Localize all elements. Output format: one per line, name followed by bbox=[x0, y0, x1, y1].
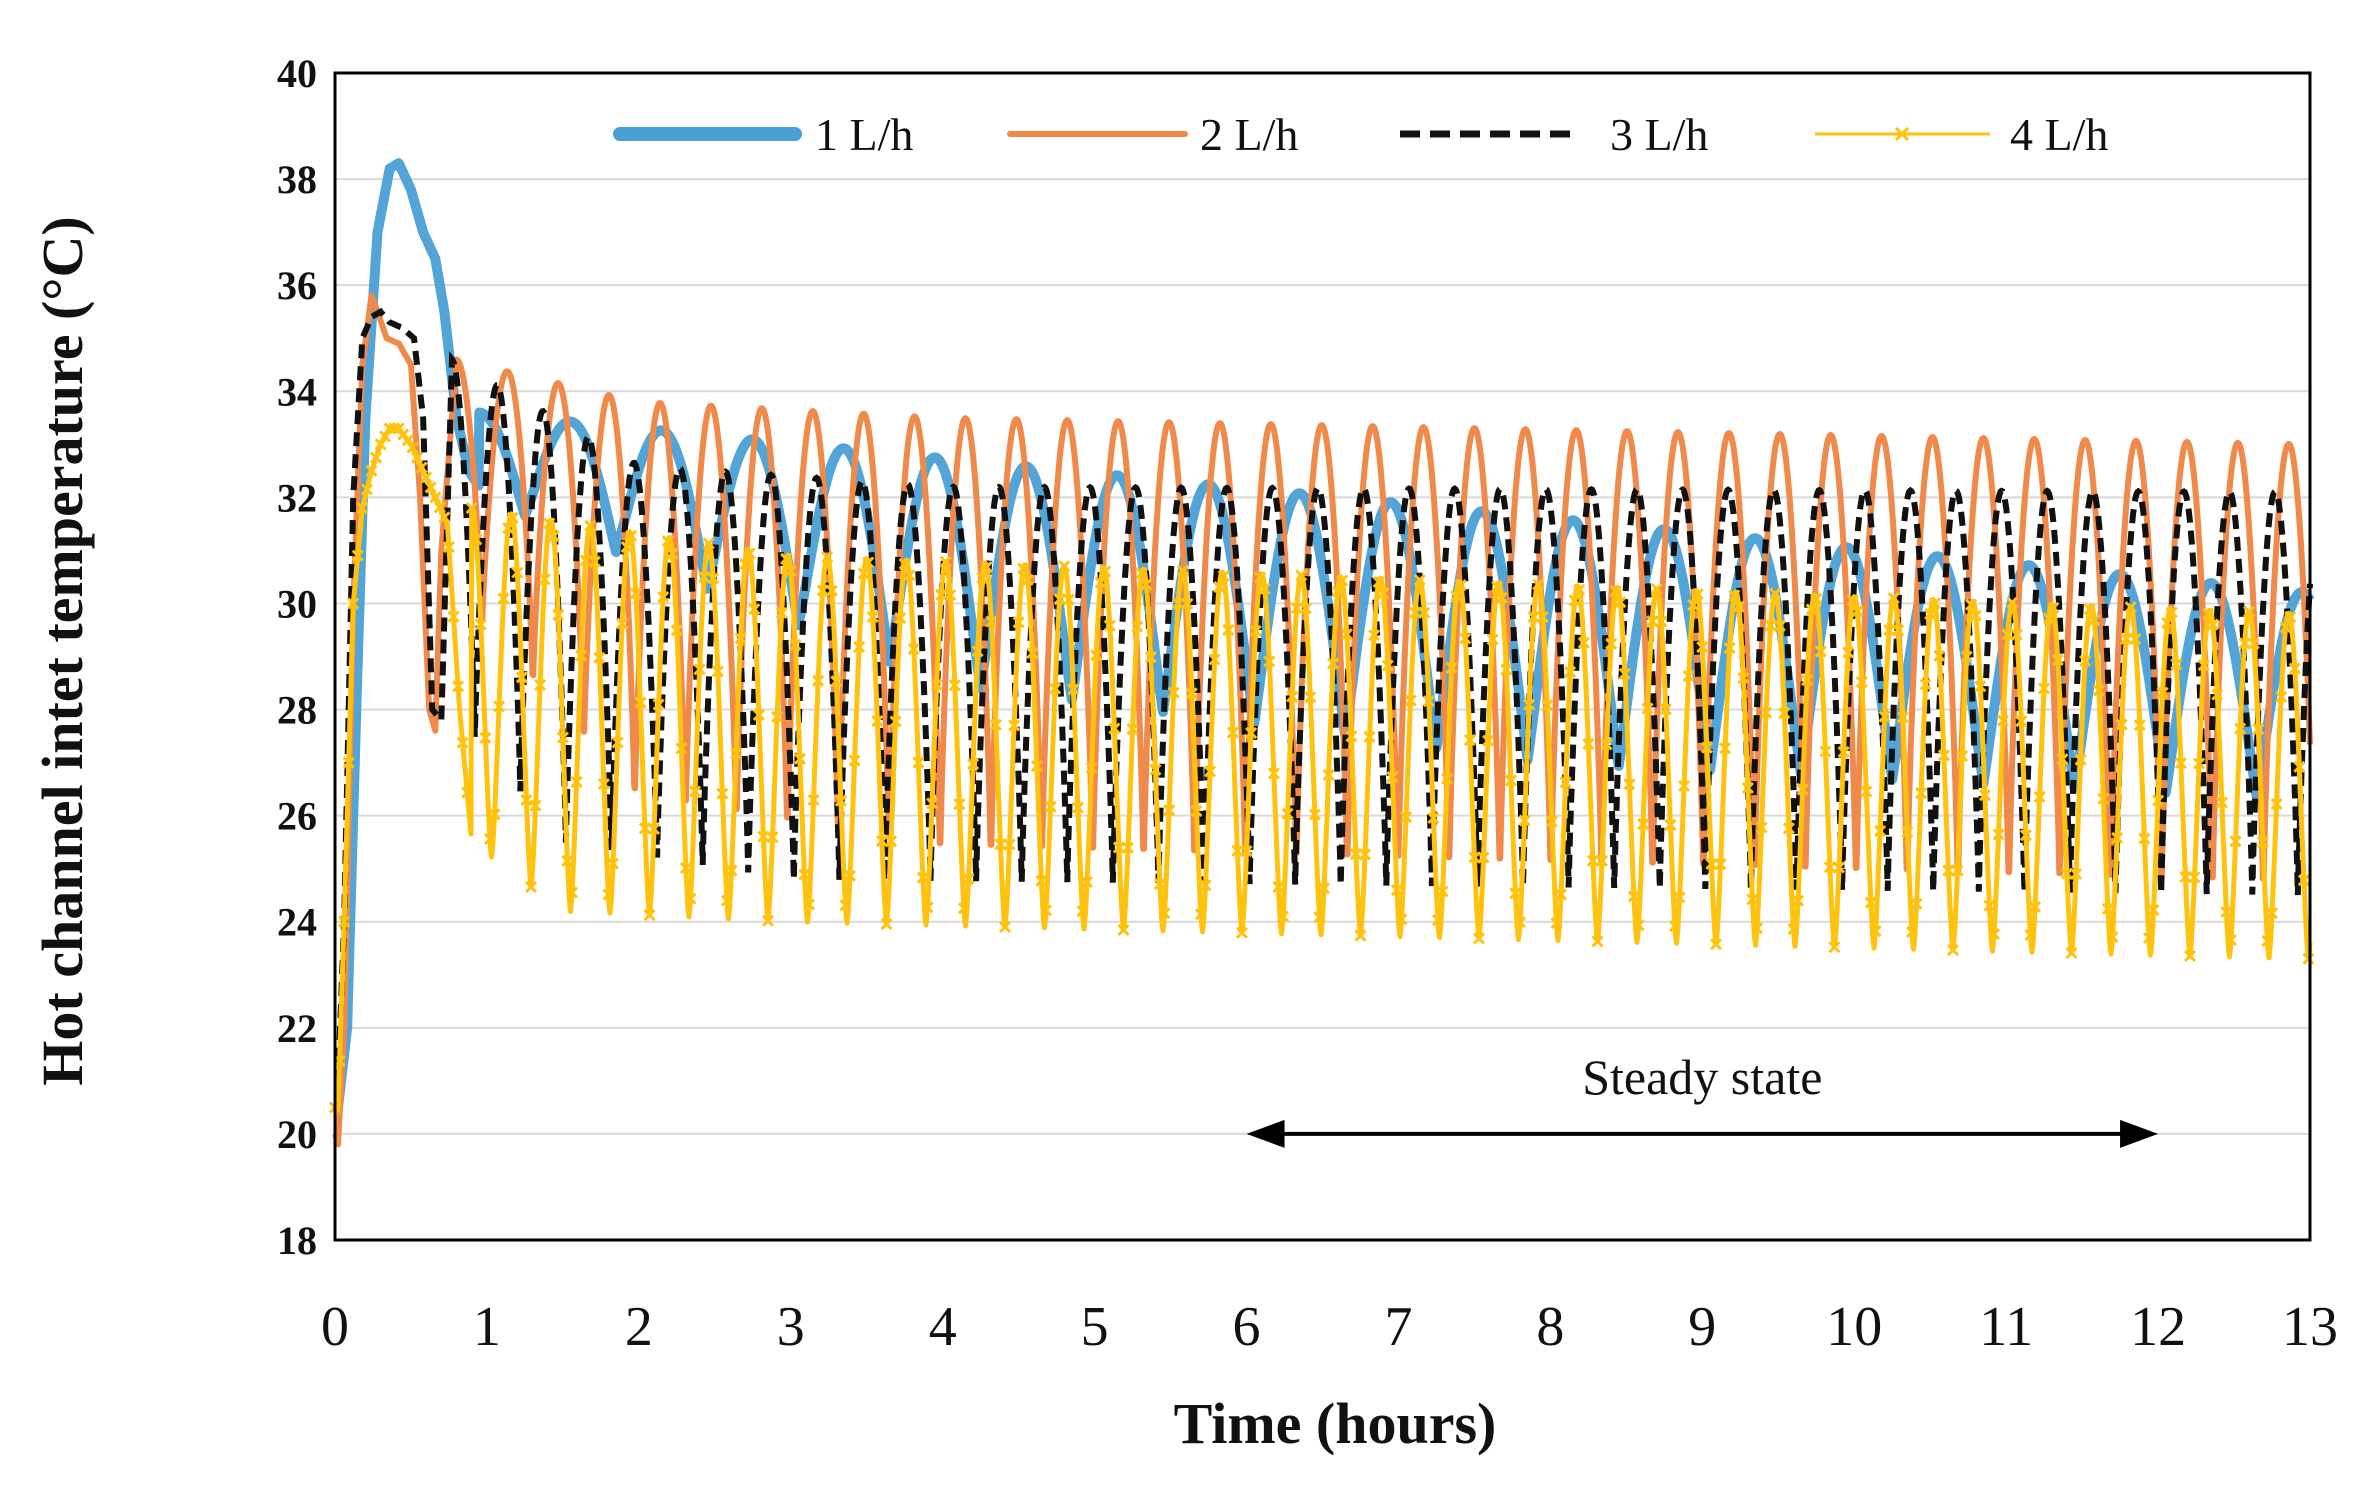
y-tick-32: 32 bbox=[277, 475, 317, 520]
x-tick-10: 10 bbox=[1826, 1296, 1882, 1358]
plot-frame bbox=[333, 71, 2312, 1242]
legend-swatch-4-lh bbox=[1815, 126, 1990, 142]
x-tick-8: 8 bbox=[1536, 1296, 1564, 1358]
series-line-3 bbox=[335, 307, 2313, 1084]
legend-label-3-lh: 3 L/h bbox=[1610, 109, 1708, 160]
y-tick-labels: 18 20 22 24 26 28 30 32 34 36 38 40 bbox=[277, 51, 317, 1263]
y-tick-18: 18 bbox=[277, 1218, 317, 1263]
x-tick-12: 12 bbox=[2130, 1296, 2186, 1358]
legend-label-1-lh: 1 L/h bbox=[815, 109, 913, 160]
y-axis-title: Hot channel intet temperature (°C) bbox=[30, 216, 95, 1085]
legend: 1 L/h 2 L/h 3 L/h 4 L/h bbox=[613, 109, 2108, 160]
series-layer bbox=[328, 158, 2315, 1148]
x-tick-3: 3 bbox=[777, 1296, 805, 1358]
x-tick-9: 9 bbox=[1688, 1296, 1716, 1358]
x-tick-1: 1 bbox=[473, 1296, 501, 1358]
y-tick-22: 22 bbox=[277, 1006, 317, 1051]
y-tick-36: 36 bbox=[277, 263, 317, 308]
x-tick-0: 0 bbox=[321, 1296, 349, 1358]
y-tick-20: 20 bbox=[277, 1112, 317, 1157]
y-tick-40: 40 bbox=[277, 51, 317, 96]
y-tick-34: 34 bbox=[277, 369, 317, 414]
steady-state-arrow-left-head bbox=[1246, 1119, 1285, 1148]
series-line-2 bbox=[332, 292, 2313, 1148]
x-tick-4: 4 bbox=[929, 1296, 957, 1358]
legend-label-4-lh: 4 L/h bbox=[2010, 109, 2108, 160]
steady-state-label: Steady state bbox=[1582, 1049, 1822, 1105]
steady-state-annotation: Steady state bbox=[1246, 1049, 2159, 1148]
series-line-4 bbox=[333, 425, 2313, 1110]
series-3-l-h bbox=[335, 307, 2313, 1084]
y-tick-38: 38 bbox=[277, 157, 317, 202]
x-axis-title: Time (hours) bbox=[1174, 1391, 1497, 1456]
x-tick-11: 11 bbox=[1979, 1296, 2033, 1358]
x-tick-labels: 0 1 2 3 4 5 6 7 8 9 10 11 12 13 bbox=[321, 1296, 2338, 1358]
series-2-l-h bbox=[332, 292, 2313, 1148]
x-tick-13: 13 bbox=[2282, 1296, 2338, 1358]
y-tick-30: 30 bbox=[277, 581, 317, 626]
x-tick-7: 7 bbox=[1384, 1296, 1412, 1358]
steady-state-arrow-right-head bbox=[2120, 1119, 2159, 1148]
y-tick-24: 24 bbox=[277, 900, 317, 945]
legend-label-2-lh: 2 L/h bbox=[1200, 109, 1298, 160]
x-tick-6: 6 bbox=[1233, 1296, 1261, 1358]
x-tick-5: 5 bbox=[1081, 1296, 1109, 1358]
x-tick-2: 2 bbox=[625, 1296, 653, 1358]
y-tick-28: 28 bbox=[277, 688, 317, 733]
y-tick-26: 26 bbox=[277, 794, 317, 839]
